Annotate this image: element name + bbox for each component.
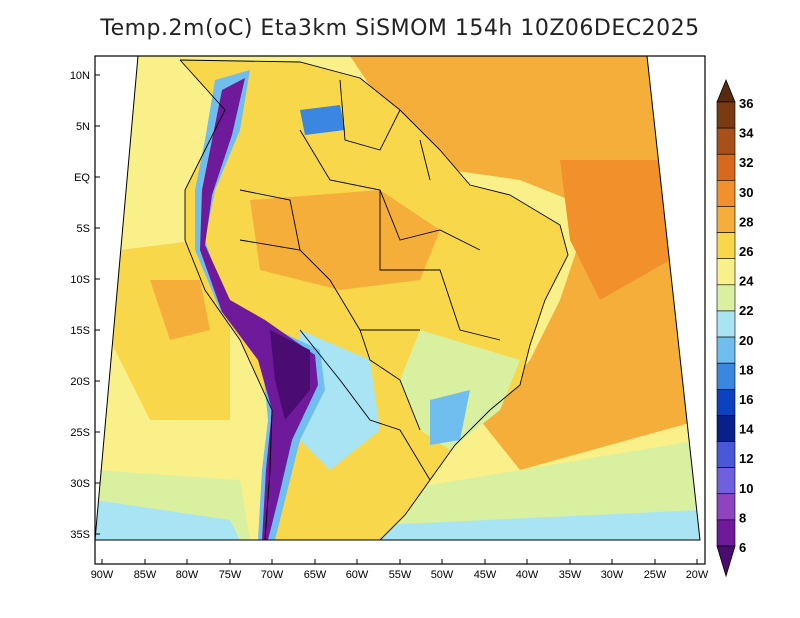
lon-tick-60w: 60W	[346, 569, 369, 581]
lon-tick-20w: 20W	[686, 569, 709, 581]
lat-tick-35s: 35S	[70, 529, 90, 541]
cold-pacific-south	[95, 500, 240, 540]
map-title: Temp.2m(oC) Eta3km SiSMOM 154h 10Z06DEC2…	[100, 16, 700, 41]
colorbar-label: 16	[739, 392, 753, 407]
colorbar-label: 30	[739, 185, 753, 200]
lat-tick-15s: 15S	[70, 325, 90, 337]
colorbar-label: 22	[739, 303, 753, 318]
colorbar-max-arrow	[716, 78, 736, 103]
colorbar-label: 6	[739, 540, 746, 555]
colorbar-label: 8	[739, 510, 746, 525]
colorbar-label: 10	[739, 481, 753, 496]
cold-atlantic-south	[380, 510, 700, 540]
colorbar-swatch	[716, 258, 736, 286]
hot-atlantic-patch	[560, 160, 670, 300]
lon-tick-75w: 75W	[219, 569, 242, 581]
colorbar-label: 24	[739, 274, 754, 289]
colorbar-label: 34	[739, 126, 754, 141]
colorbar-label: 18	[739, 362, 753, 377]
colorbar-swatch	[716, 415, 736, 442]
lon-tick-85w: 85W	[134, 569, 157, 581]
lat-tick-5n: 5N	[76, 121, 90, 133]
colorbar-swatch	[716, 519, 736, 547]
lat-axis: 10N 5N EQ 5S 10S 15S 20S 25S 30S 35S	[70, 70, 100, 541]
lat-tick-10s: 10S	[70, 274, 90, 286]
lat-tick-eq: EQ	[74, 172, 90, 184]
guiana-highland-cold	[300, 105, 345, 135]
colorbar-min-arrow	[716, 545, 736, 578]
colorbar-label: 36	[739, 96, 753, 111]
lat-tick-20s: 20S	[70, 376, 90, 388]
colorbar-label: 20	[739, 333, 753, 348]
colorbar: 36 34 32 30 28 26 24 22 20 18 16 14 12 10 8 6	[716, 78, 754, 578]
serra-do-mar-cold	[430, 390, 470, 445]
lon-tick-90w: 90W	[91, 569, 114, 581]
colorbar-swatch	[716, 388, 736, 416]
colorbar-swatch	[716, 441, 736, 468]
colorbar-swatch	[716, 232, 736, 260]
lon-tick-70w: 70W	[261, 569, 284, 581]
lon-tick-30w: 30W	[601, 569, 624, 581]
temperature-field	[95, 56, 700, 540]
lon-tick-25w: 25W	[644, 569, 667, 581]
colorbar-swatch	[716, 206, 736, 233]
lat-tick-25s: 25S	[70, 427, 90, 439]
colorbar-swatch	[716, 467, 736, 495]
colorbar-swatch	[716, 493, 736, 521]
lat-tick-10n: 10N	[70, 70, 90, 82]
lon-tick-80w: 80W	[176, 569, 199, 581]
pacific-hot-patch	[150, 280, 210, 340]
colorbar-swatch	[716, 101, 736, 129]
colorbar-label: 28	[739, 214, 753, 229]
lon-axis: 90W 85W 80W 75W 70W 65W 60W 55W 50W 45W …	[91, 559, 709, 581]
lon-tick-55w: 55W	[389, 569, 412, 581]
lon-tick-45w: 45W	[474, 569, 497, 581]
lon-tick-40w: 40W	[516, 569, 539, 581]
andes-cold-ridge	[200, 78, 318, 540]
colorbar-swatch	[716, 180, 736, 207]
country-borders	[179, 59, 569, 540]
colorbar-swatch	[716, 284, 736, 312]
amazon-warm-area	[250, 190, 440, 290]
colorbar-label: 26	[739, 244, 753, 259]
colorbar-label: 12	[739, 451, 753, 466]
colorbar-swatch	[716, 336, 736, 364]
lon-tick-35w: 35W	[559, 569, 582, 581]
colorbar-label: 32	[739, 155, 753, 170]
altiplano-coldest	[270, 330, 310, 420]
lat-tick-5s: 5S	[77, 223, 90, 235]
colorbar-label: 14	[739, 422, 754, 437]
colorbar-swatch	[716, 362, 736, 390]
colorbar-swatch	[716, 310, 736, 338]
lon-tick-65w: 65W	[304, 569, 327, 581]
lon-tick-50w: 50W	[431, 569, 454, 581]
colorbar-swatch	[716, 153, 736, 181]
colorbar-swatch	[716, 127, 736, 155]
lat-tick-30s: 30S	[70, 478, 90, 490]
